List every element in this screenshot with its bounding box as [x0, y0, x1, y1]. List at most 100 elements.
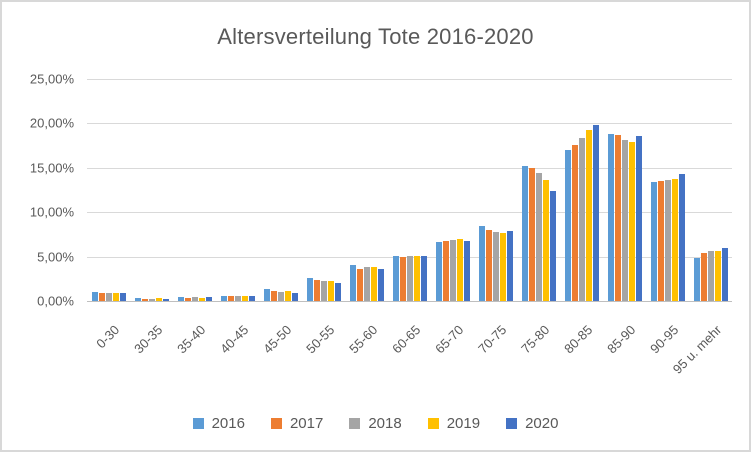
bar-2017-70-75	[485, 229, 492, 301]
bar-2019-70-75	[499, 232, 506, 301]
bar-2016-50-55	[306, 278, 313, 301]
bar-2018-30-35	[148, 298, 155, 301]
bar-2018-85-90	[621, 140, 628, 301]
bar-2020-45-50	[291, 293, 298, 301]
bar-2018-65-70	[449, 239, 456, 301]
legend-swatch-2017	[270, 418, 282, 429]
bar-2019-60-65	[413, 255, 420, 301]
gridline	[87, 79, 732, 80]
x-tick-label-95 u. mehr: 95 u. mehr	[669, 322, 724, 377]
legend-label: 2019	[446, 415, 481, 432]
bar-2017-75-80	[528, 167, 535, 301]
y-tick-label: 15,00%	[29, 160, 74, 176]
bar-2017-80-85	[571, 144, 578, 301]
bar-2017-35-40	[184, 297, 191, 301]
x-tick-label-70-75: 70-75	[474, 322, 509, 357]
bar-2017-0-30	[98, 293, 105, 301]
bar-2019-35-40	[198, 297, 205, 301]
bar-2020-65-70	[463, 240, 470, 301]
y-tick-label: 0,00%	[37, 293, 74, 309]
gridline	[87, 212, 732, 214]
bar-2019-45-50	[284, 291, 291, 301]
bar-2016-85-90	[607, 134, 614, 301]
bar-2017-45-50	[270, 290, 277, 301]
bar-2019-0-30	[112, 293, 119, 301]
legend-swatch-2018	[349, 418, 361, 429]
bar-2018-55-60	[363, 267, 370, 301]
bar-2018-45-50	[277, 291, 284, 301]
bar-2018-0-30	[105, 293, 112, 301]
legend-item-2020: 2020	[506, 415, 558, 432]
bar-2017-30-35	[141, 298, 148, 301]
x-tick-label-50-55: 50-55	[302, 322, 337, 357]
bar-2017-55-60	[356, 268, 363, 301]
bar-2016-30-35	[134, 298, 141, 301]
bar-2020-50-55	[334, 283, 341, 301]
legend-label: 2016	[211, 415, 245, 432]
bar-2018-70-75	[492, 231, 499, 301]
bar-2020-85-90	[635, 135, 642, 301]
bar-2019-65-70	[456, 238, 463, 301]
bar-2016-75-80	[521, 166, 528, 301]
bar-2020-30-35	[162, 298, 169, 301]
bar-2019-80-85	[585, 129, 592, 301]
bar-2017-95 u. mehr	[700, 253, 707, 301]
bar-2016-55-60	[349, 265, 356, 301]
x-tick-label-75-80: 75-80	[517, 322, 552, 357]
bar-2019-95 u. mehr	[714, 250, 721, 301]
bar-2020-40-45	[248, 295, 255, 301]
legend-item-2017: 2017	[270, 415, 324, 432]
bar-2019-40-45	[241, 296, 248, 301]
legend-swatch-2020	[506, 418, 518, 429]
bar-2020-60-65	[420, 255, 427, 301]
bar-2018-40-45	[234, 296, 241, 301]
legend-swatch-2016	[192, 418, 204, 429]
bar-2018-90-95	[664, 180, 671, 301]
bar-2020-0-30	[119, 292, 126, 301]
bar-2017-90-95	[657, 181, 664, 301]
legend-label: 2017	[289, 415, 324, 432]
bar-2020-95 u. mehr	[721, 247, 728, 301]
bar-2016-45-50	[263, 288, 270, 301]
legend-swatch-2019	[427, 418, 439, 429]
y-tick-label: 10,00%	[29, 204, 74, 220]
bar-2018-75-80	[535, 173, 542, 301]
bar-2020-35-40	[205, 297, 212, 301]
x-tick-label-85-90: 85-90	[603, 322, 638, 357]
bar-2018-80-85	[578, 137, 585, 301]
bar-2016-40-45	[220, 295, 227, 301]
bar-2020-75-80	[549, 190, 556, 301]
bar-2016-70-75	[478, 225, 485, 301]
bar-2020-70-75	[506, 230, 513, 301]
bar-2019-30-35	[155, 298, 162, 301]
bar-2017-60-65	[399, 257, 406, 301]
bar-2017-85-90	[614, 134, 621, 301]
x-tick-label-35-40: 35-40	[173, 322, 208, 357]
bar-2018-35-40	[191, 297, 198, 301]
x-axis-line	[87, 301, 732, 302]
bar-2017-65-70	[442, 241, 449, 301]
bar-2016-95 u. mehr	[693, 258, 700, 301]
bar-2016-60-65	[392, 255, 399, 301]
bar-2018-50-55	[320, 280, 327, 301]
gridline	[87, 167, 732, 169]
legend-item-2018: 2018	[349, 415, 402, 432]
legend: 2016 2017 2018 2019 2020	[2, 415, 749, 432]
x-tick-label-45-50: 45-50	[259, 322, 294, 357]
legend-item-2019: 2019	[427, 415, 481, 432]
y-tick-label: 5,00%	[37, 249, 74, 265]
bar-2016-80-85	[564, 150, 571, 301]
bar-2017-50-55	[313, 280, 320, 301]
bar-2020-90-95	[678, 174, 685, 301]
legend-label: 2018	[368, 415, 402, 432]
bar-2018-60-65	[406, 256, 413, 301]
x-tick-label-40-45: 40-45	[216, 322, 251, 357]
legend-label: 2020	[525, 415, 559, 432]
bar-2019-90-95	[671, 179, 678, 301]
legend-item-2016: 2016	[192, 415, 245, 432]
y-tick-label: 20,00%	[29, 115, 74, 131]
x-tick-label-55-60: 55-60	[345, 322, 380, 357]
bar-2019-50-55	[327, 281, 334, 301]
x-tick-label-60-65: 60-65	[388, 322, 423, 357]
